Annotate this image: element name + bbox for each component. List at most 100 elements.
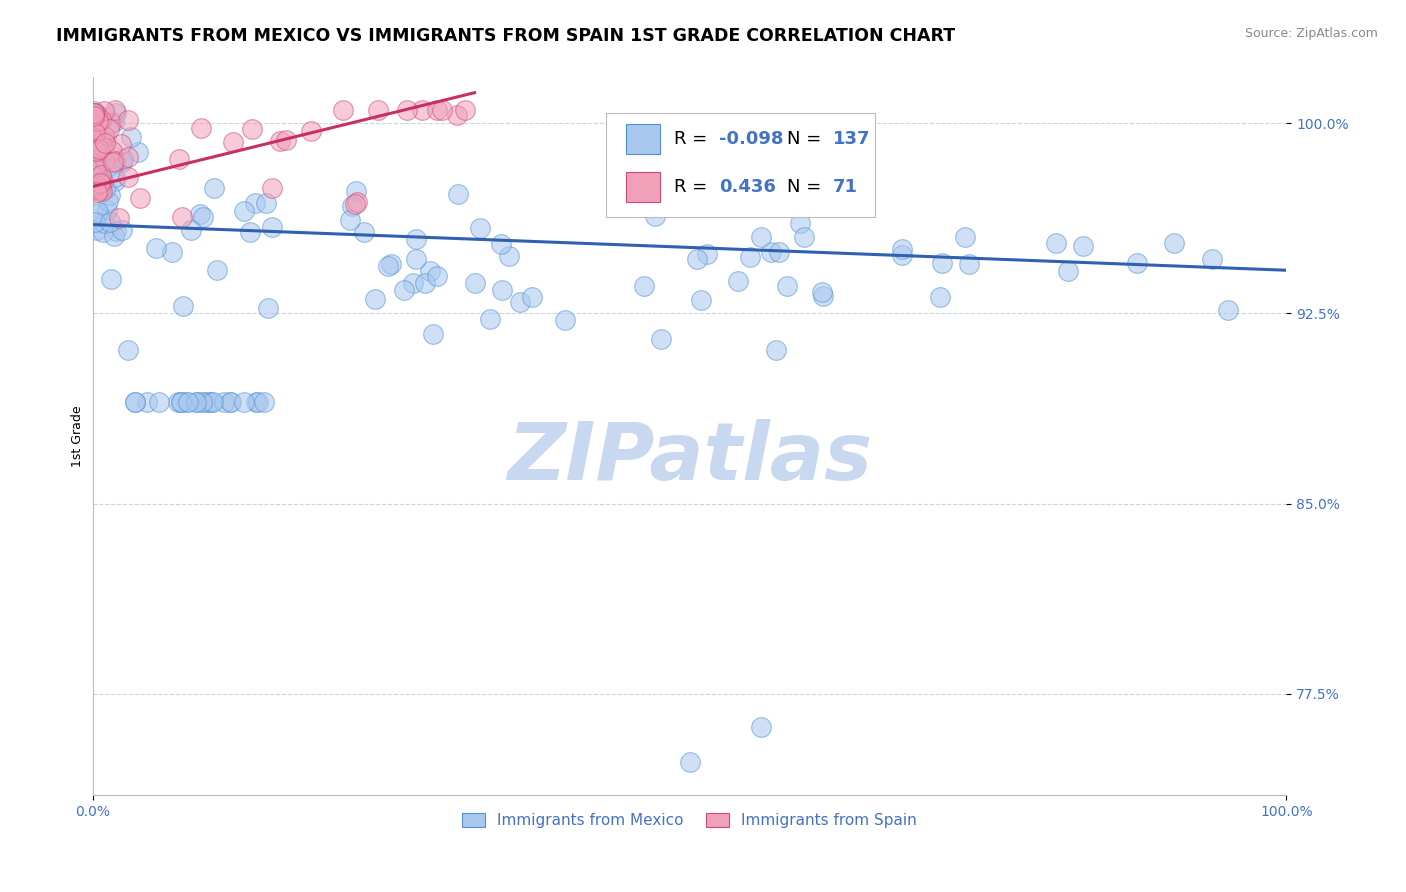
Point	[172, 210, 194, 224]
Point	[957, 257, 980, 271]
Point	[765, 343, 787, 357]
Point	[188, 207, 211, 221]
Point	[112, 152, 135, 166]
Text: 137: 137	[832, 129, 870, 148]
FancyBboxPatch shape	[606, 113, 875, 218]
Point	[1073, 239, 1095, 253]
Point	[1163, 235, 1185, 250]
Point	[103, 115, 125, 129]
Point	[340, 199, 363, 213]
Point	[98, 122, 121, 136]
Point	[274, 133, 297, 147]
Point	[87, 114, 110, 128]
Point	[240, 121, 263, 136]
Point	[117, 343, 139, 357]
Point	[91, 153, 114, 168]
Point	[332, 103, 354, 118]
Point	[96, 130, 118, 145]
Text: N =: N =	[787, 178, 827, 196]
Point	[446, 107, 468, 121]
Point	[83, 183, 105, 197]
Point	[426, 103, 449, 118]
Point	[768, 244, 790, 259]
Point	[686, 252, 709, 266]
Point	[86, 107, 108, 121]
Point	[91, 173, 114, 187]
Point	[127, 145, 149, 159]
Point	[811, 285, 834, 299]
Point	[83, 106, 105, 120]
Point	[97, 194, 120, 208]
Point	[96, 202, 118, 217]
Point	[243, 196, 266, 211]
Point	[100, 116, 122, 130]
Point	[257, 301, 280, 315]
Point	[83, 159, 105, 173]
Point	[176, 395, 198, 409]
Text: IMMIGRANTS FROM MEXICO VS IMMIGRANTS FROM SPAIN 1ST GRADE CORRELATION CHART: IMMIGRANTS FROM MEXICO VS IMMIGRANTS FRO…	[56, 27, 955, 45]
Point	[520, 290, 543, 304]
Point	[111, 223, 134, 237]
Point	[169, 152, 191, 166]
Text: N =: N =	[787, 129, 827, 148]
Point	[749, 230, 772, 244]
Point	[931, 256, 953, 270]
Point	[419, 264, 441, 278]
Point	[177, 395, 200, 409]
Point	[180, 223, 202, 237]
Point	[789, 216, 811, 230]
Point	[83, 127, 105, 141]
Point	[90, 134, 112, 148]
Point	[1216, 303, 1239, 318]
Point	[953, 230, 976, 244]
Point	[83, 121, 105, 136]
Point	[101, 155, 124, 169]
Point	[83, 182, 105, 196]
Point	[413, 277, 436, 291]
Point	[89, 151, 111, 165]
Point	[145, 241, 167, 255]
Point	[104, 103, 127, 118]
Point	[124, 395, 146, 409]
Text: 0.436: 0.436	[720, 178, 776, 196]
Point	[90, 173, 112, 187]
Point	[90, 113, 112, 128]
Point	[117, 150, 139, 164]
Bar	[626, 172, 659, 202]
Point	[190, 121, 212, 136]
Point	[104, 105, 127, 120]
Point	[83, 106, 105, 120]
Point	[83, 113, 105, 128]
Point	[93, 182, 115, 196]
Point	[98, 159, 121, 173]
Point	[411, 103, 433, 118]
Point	[194, 395, 217, 409]
Point	[650, 332, 672, 346]
Point	[633, 278, 655, 293]
Point	[170, 395, 193, 409]
Point	[1045, 236, 1067, 251]
Point	[405, 232, 427, 246]
Point	[86, 222, 108, 236]
Point	[811, 289, 834, 303]
Point	[84, 144, 107, 158]
Point	[1126, 256, 1149, 270]
Point	[100, 272, 122, 286]
Point	[111, 154, 134, 169]
Text: 71: 71	[832, 178, 858, 196]
Point	[84, 160, 107, 174]
Point	[120, 129, 142, 144]
Point	[117, 169, 139, 184]
Point	[491, 236, 513, 251]
Legend: Immigrants from Mexico, Immigrants from Spain: Immigrants from Mexico, Immigrants from …	[456, 806, 924, 834]
Point	[93, 136, 115, 151]
Point	[93, 103, 115, 118]
Point	[759, 245, 782, 260]
Point	[740, 251, 762, 265]
Point	[219, 395, 242, 409]
Point	[262, 180, 284, 194]
Point	[491, 283, 513, 297]
Point	[260, 219, 283, 234]
Point	[426, 269, 449, 284]
Point	[117, 113, 139, 128]
